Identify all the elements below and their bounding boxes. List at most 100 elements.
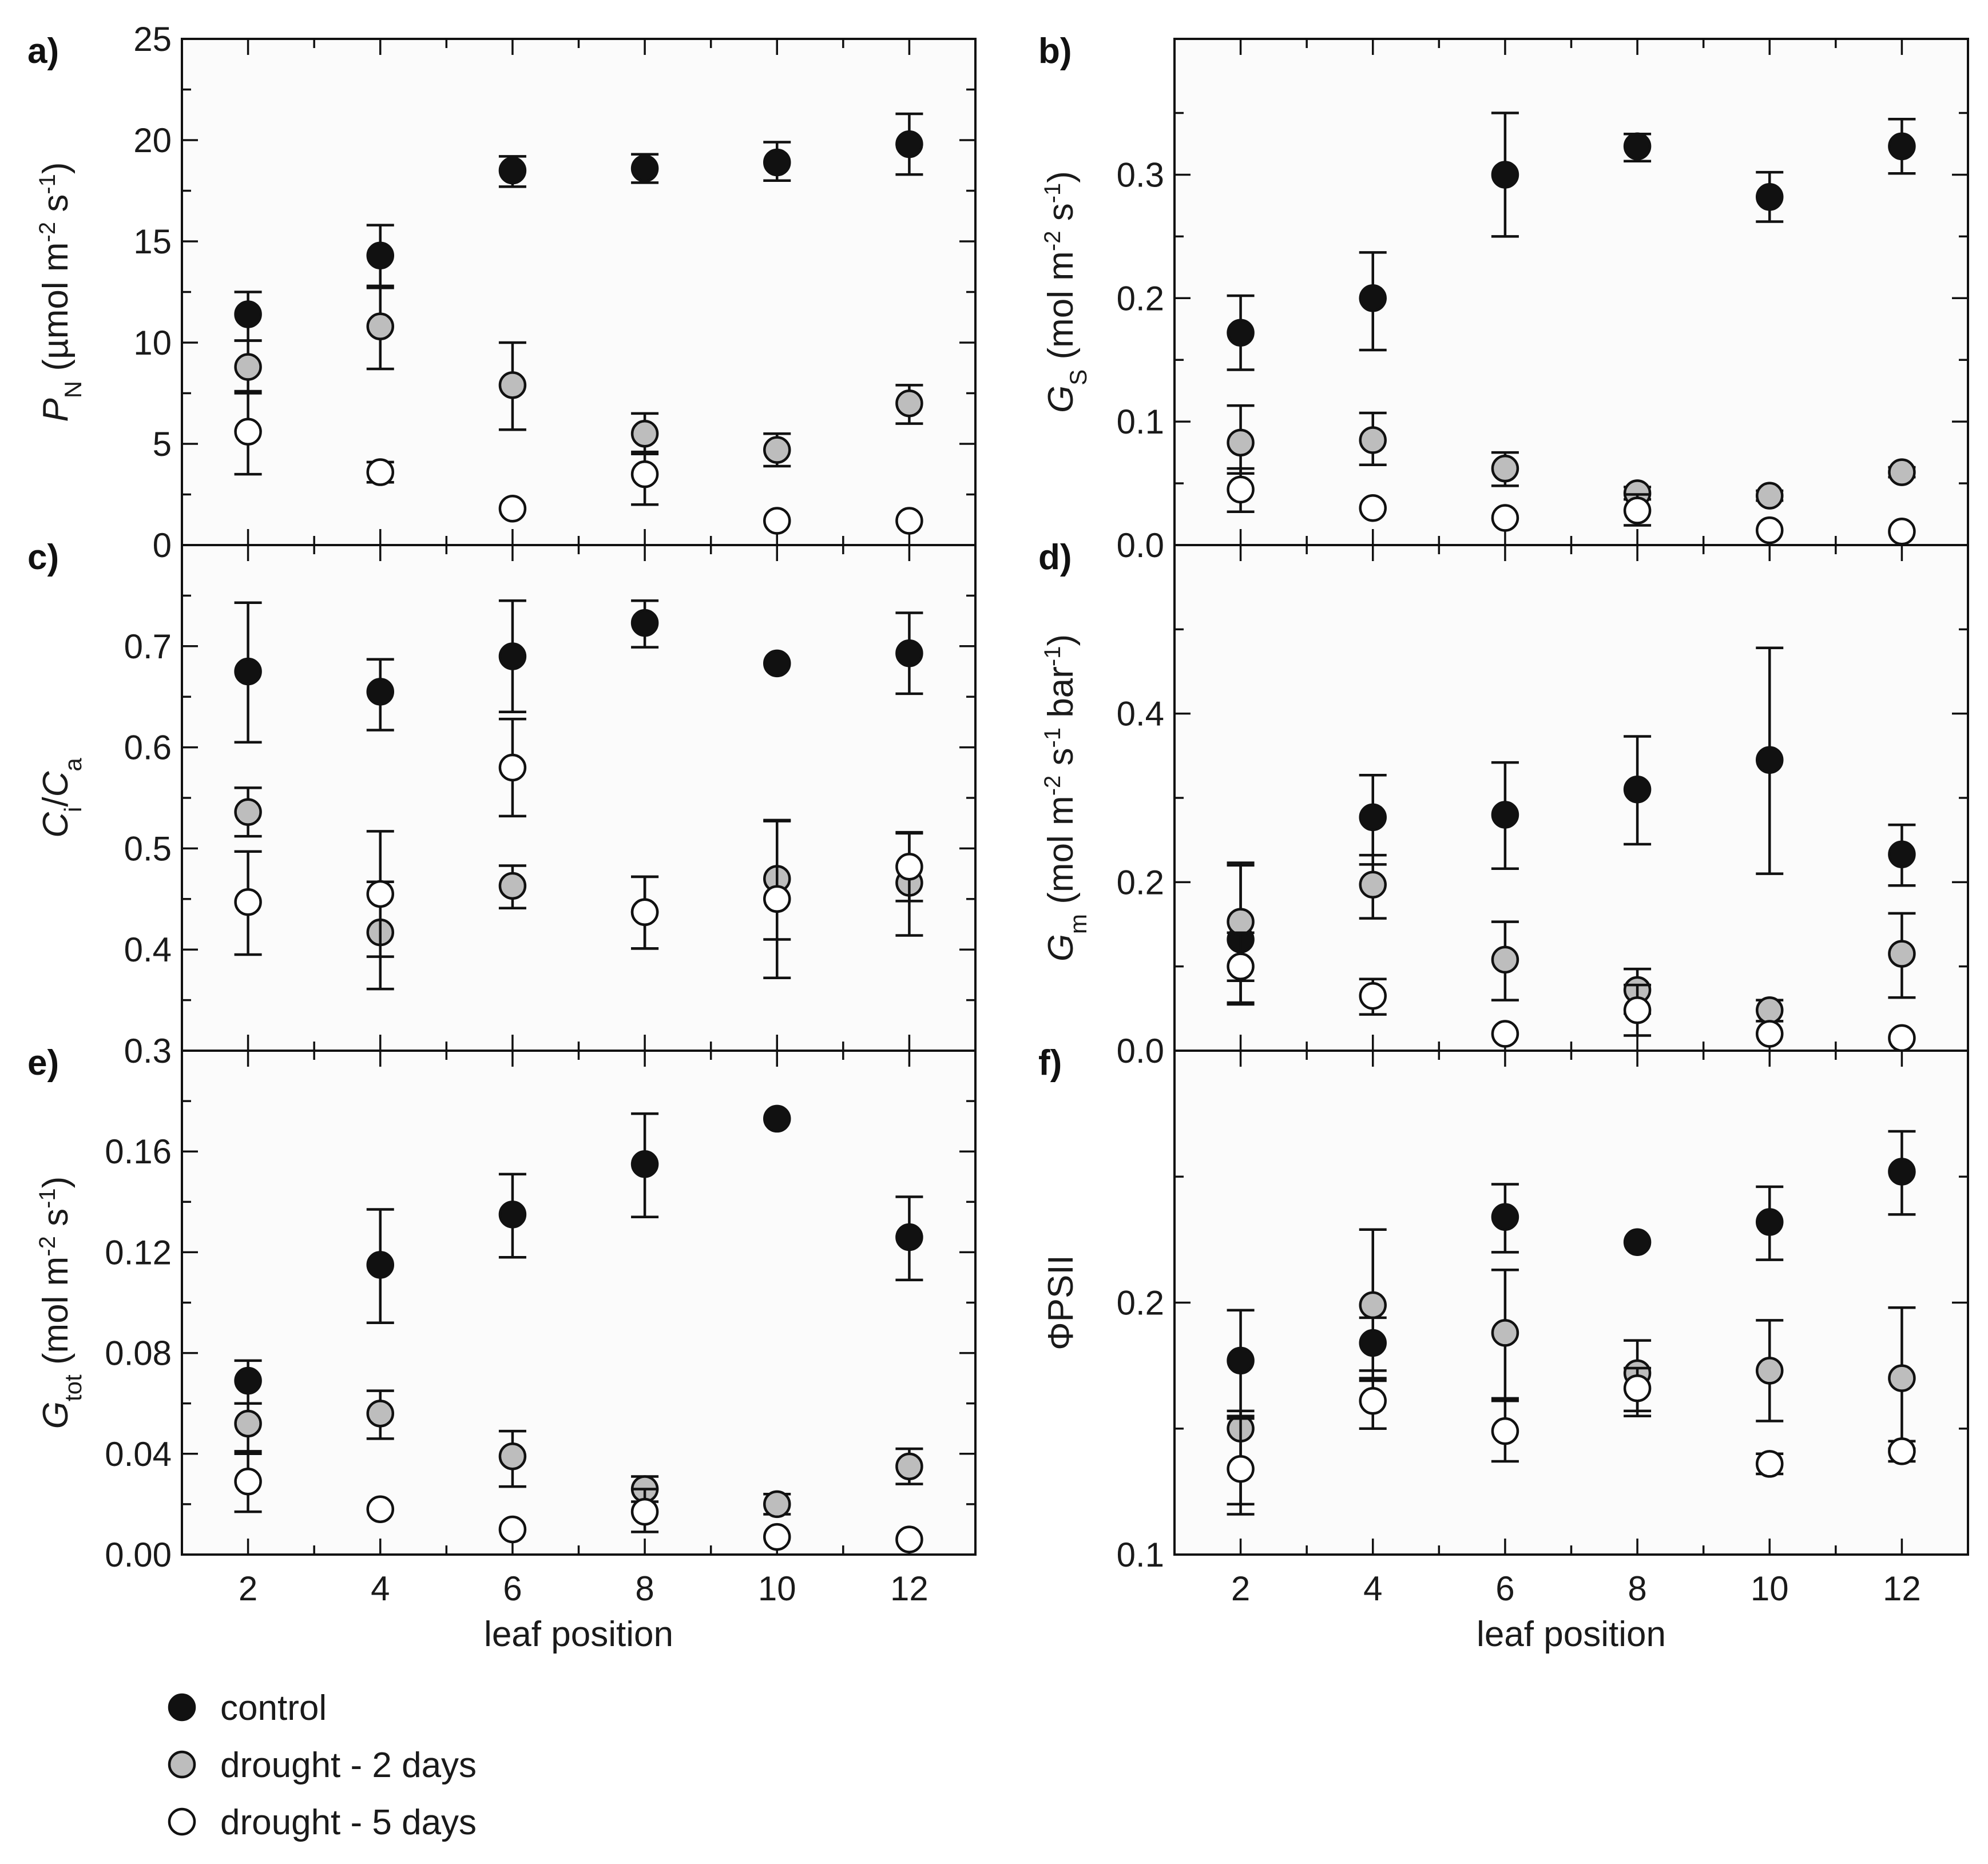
y-tick-label: 0.1: [1117, 1536, 1164, 1574]
data-point: [763, 507, 791, 535]
panel-b-gs: 0.0 0.1 0.2 0.3 b) GS (mol m-2 s-1): [1038, 31, 1969, 565]
x-tick-label: 6: [1495, 1569, 1514, 1608]
x-axis-title: leaf position: [484, 1615, 673, 1654]
data-point: [366, 678, 394, 706]
data-point: [366, 1400, 394, 1428]
data-point: [895, 389, 923, 418]
series-control: [1227, 112, 1916, 371]
y-tick-label: 0.3: [124, 1032, 172, 1070]
data-point: [1888, 840, 1916, 868]
data-point: [234, 657, 262, 686]
panel-label: a): [27, 31, 59, 71]
y-tick-label: 0.1: [1117, 403, 1164, 441]
data-point: [1227, 428, 1255, 457]
data-point: [498, 1201, 527, 1229]
data-point: [630, 460, 659, 488]
data-point: [1491, 1417, 1519, 1445]
data-point: [366, 458, 394, 486]
y-tick-label: 0.12: [105, 1233, 172, 1271]
series-drought-5-days: [1227, 467, 1916, 546]
x-tick-label: 10: [1751, 1569, 1789, 1608]
data-point: [498, 495, 527, 523]
plot-frame: [181, 38, 977, 546]
data-point: [498, 156, 527, 185]
y-axis-title: PN (µmol m-2 s-1): [35, 162, 86, 422]
legend-marker: [168, 1693, 196, 1722]
legend: control drought - 2 days drought - 5 days: [168, 1688, 477, 1842]
data-point: [1227, 1454, 1255, 1483]
legend-label: drought - 5 days: [220, 1803, 477, 1842]
data-point: [630, 1497, 659, 1526]
data-point: [1888, 940, 1916, 968]
data-point: [1359, 494, 1387, 522]
y-tick-label: 15: [133, 222, 172, 261]
plot-frame: [1173, 544, 1969, 1052]
data-point: [498, 1515, 527, 1544]
data-point: [1888, 1024, 1916, 1052]
data-point: [1756, 1357, 1784, 1385]
data-point: [1491, 801, 1519, 829]
plot-frame: [181, 544, 977, 1052]
data-point: [366, 1251, 394, 1279]
y-tick-label: 0.16: [105, 1132, 172, 1171]
data-point: [1491, 161, 1519, 189]
y-tick-label: 5: [153, 425, 172, 463]
data-point: [1888, 1437, 1916, 1465]
data-point: [1756, 1020, 1784, 1048]
data-point: [763, 436, 791, 464]
y-tick-label: 25: [133, 20, 172, 58]
data-point: [895, 852, 923, 881]
data-point: [1623, 496, 1652, 524]
y-tick-label: 0.4: [1117, 695, 1164, 733]
data-point: [498, 642, 527, 670]
data-point: [763, 148, 791, 177]
data-point: [763, 1104, 791, 1133]
legend-item-control: control: [168, 1688, 327, 1728]
data-point: [1359, 803, 1387, 832]
data-point: [234, 888, 262, 916]
series-drought-5-days: [1227, 1366, 1916, 1516]
data-point: [1623, 1228, 1652, 1257]
data-point: [1491, 1203, 1519, 1231]
panel-d-gm: 0.0 0.2 0.4 d) Gm (mol m-2 s-1 bar-1): [1038, 538, 1969, 1070]
y-tick-label: 20: [133, 121, 172, 160]
data-point: [498, 753, 527, 782]
data-point: [1491, 454, 1519, 483]
data-point: [1491, 1319, 1519, 1347]
y-tick-label: 0.2: [1117, 863, 1164, 901]
x-tick-label: 12: [1883, 1569, 1921, 1608]
panel-label: b): [1038, 31, 1072, 71]
plot-frame: [181, 1050, 977, 1556]
data-point: [1756, 746, 1784, 774]
data-point: [1623, 132, 1652, 161]
data-point: [1756, 996, 1784, 1024]
data-point: [234, 1366, 262, 1395]
data-point: [1491, 504, 1519, 532]
data-point: [1359, 871, 1387, 899]
y-tick-label: 0.5: [124, 829, 172, 868]
legend-marker: [168, 1807, 196, 1836]
y-axis-title: GS (mol m-2 s-1): [1040, 171, 1092, 413]
plot-frame: [1173, 38, 1969, 546]
y-tick-label: 10: [133, 324, 172, 362]
panel-c-ci-ca: 0.3 0.4 0.5 0.6 0.7 c) Ci/Ca: [27, 538, 977, 1070]
x-tick-label: 4: [1363, 1569, 1382, 1608]
x-tick-label: 8: [1628, 1569, 1646, 1608]
x-tick-label: 4: [371, 1569, 390, 1608]
panel-f-phipsii: 0.1 0.2 2 4 6 8 10 12 leaf position f) ΦPSII: [1038, 1043, 1969, 1654]
data-point: [498, 371, 527, 399]
data-point: [1756, 482, 1784, 510]
panel-a-pn: 0 5 10 15 20 25 a) PN (µmol m-2 s-1): [27, 20, 977, 565]
data-point: [1491, 945, 1519, 974]
data-point: [763, 885, 791, 913]
data-point: [895, 639, 923, 667]
data-point: [366, 312, 394, 340]
x-tick-label: 2: [239, 1569, 257, 1608]
series-drought-5-days: [234, 1450, 923, 1553]
data-point: [366, 1495, 394, 1523]
data-point: [1227, 475, 1255, 504]
x-tick-label: 12: [890, 1569, 928, 1608]
panel-label: c): [27, 538, 59, 577]
series-drought-2-days: [234, 284, 923, 468]
data-point: [1888, 132, 1916, 161]
